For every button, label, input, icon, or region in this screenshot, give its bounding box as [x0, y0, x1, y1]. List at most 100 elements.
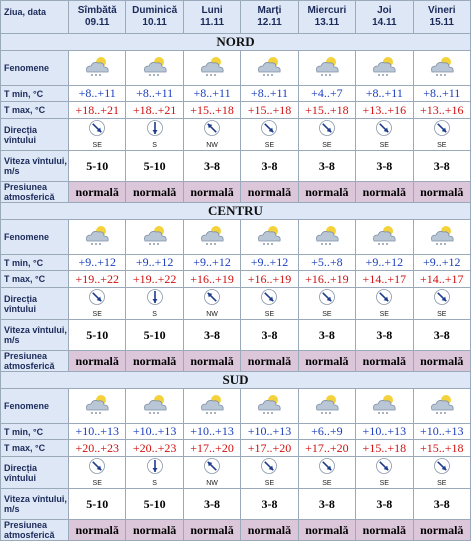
table-row: T max, °C +20..+23 +20..+23 +17..+20 +17..+2…: [0, 439, 471, 457]
weather-icon: [86, 394, 109, 414]
wind-arrow: [204, 120, 220, 136]
wind-dir-label: SE: [379, 311, 389, 318]
table-row: T max, °C +18..+21 +18..+21 +15..+18 +15..+1…: [0, 101, 471, 119]
phenomena-cell: [67, 219, 127, 255]
table-row: T min, °C +8..+11 +8..+11 +8..+11 +8..+11 +4.…: [0, 85, 471, 102]
day-name: Luni: [201, 5, 223, 16]
wind-speed-cell: 3-8: [297, 319, 357, 351]
tmin-cell: +9..+12: [240, 254, 299, 271]
tmin-cell: +10..+13: [355, 423, 414, 440]
table-row: Ziua, data Sîmbătă 09.11 Duminică 10.11 Luni 1…: [0, 0, 471, 34]
phenomena-cell: [412, 50, 471, 86]
wind-speed-cell: 3-8: [297, 150, 357, 182]
wind-dir-cell: S: [125, 287, 184, 320]
table-row: Fenomene: [0, 219, 471, 255]
pressure-cell: normală: [182, 181, 242, 203]
wind-arrow: [433, 458, 450, 474]
wind-dir-cell: SE: [240, 456, 299, 489]
tmin-cell: +9..+12: [67, 254, 127, 271]
day-header: Vineri 15.11: [412, 0, 471, 34]
wind-dir-label: SE: [92, 480, 102, 487]
wind-arrow: [204, 458, 220, 474]
weather-icon: [373, 225, 396, 245]
wind-arrow: [146, 458, 163, 474]
cloud: [315, 399, 339, 410]
row-label: T max, °C: [0, 270, 69, 288]
tmin-cell: +5..+8: [297, 254, 357, 271]
pressure-cell: normală: [355, 519, 414, 541]
cloud: [373, 230, 396, 241]
phenomena-cell: [355, 219, 414, 255]
tmax-cell: +15..+18: [412, 439, 471, 457]
wind-dir-label: NW: [206, 480, 218, 487]
wind-speed-cell: 5-10: [125, 488, 184, 520]
tmin-cell: +9..+12: [355, 254, 414, 271]
day-date: 12.11: [257, 17, 282, 28]
table-row: SUD: [0, 371, 471, 389]
pressure-cell: normală: [412, 519, 471, 541]
phenomena-cell: [240, 219, 299, 255]
wind-dir-cell: SE: [355, 118, 414, 151]
tmin-cell: +8..+11: [67, 85, 127, 102]
tmax-cell: +18..+21: [125, 101, 184, 119]
weather-icon: [258, 225, 282, 245]
tmin-cell: +9..+12: [182, 254, 242, 271]
tmax-cell: +17..+20: [182, 439, 242, 457]
day-header: Miercuri 13.11: [297, 0, 357, 34]
tmin-cell: +8..+11: [182, 85, 242, 102]
day-name: Joi: [377, 5, 392, 16]
pressure-cell: normală: [125, 350, 184, 372]
tmax-cell: +14..+17: [355, 270, 414, 288]
row-label: T min, °C: [0, 254, 69, 271]
wind-arrow: [89, 458, 106, 474]
wind-speed-cell: 3-8: [412, 319, 471, 351]
tmax-cell: +13..+16: [412, 101, 471, 119]
row-label: T min, °C: [0, 85, 69, 102]
wind-dir-label: SE: [92, 311, 102, 318]
wind-dir-label: SE: [322, 142, 332, 149]
row-label: Direcția vîntului: [0, 118, 69, 151]
phenomena-cell: [240, 50, 299, 86]
table-row: Fenomene: [0, 50, 471, 86]
wind-dir-cell: SE: [412, 287, 471, 320]
wind-dir-cell: S: [125, 118, 184, 151]
table-row: Presiunea atmosferică normală normală norma…: [0, 519, 471, 541]
weather-icon: [143, 225, 167, 245]
cloud: [430, 399, 454, 410]
wind-arrow: [89, 289, 106, 305]
wind-dir-label: SE: [322, 480, 332, 487]
wind-dir-cell: NW: [182, 118, 242, 151]
weather-icon: [258, 56, 282, 76]
day-name: Sîmbătă: [77, 5, 117, 16]
tmax-cell: +17..+20: [297, 439, 357, 457]
pressure-cell: normală: [240, 181, 299, 203]
pressure-cell: normală: [297, 350, 357, 372]
wind-arrow: [146, 289, 163, 305]
wind-dir-cell: SE: [355, 456, 414, 489]
pressure-cell: normală: [67, 519, 127, 541]
row-label: Fenomene: [0, 219, 69, 255]
wind-dir-cell: SE: [297, 118, 357, 151]
phenomena-cell: [412, 388, 471, 424]
wind-dir-label: NW: [206, 142, 218, 149]
tmax-cell: +16..+19: [182, 270, 242, 288]
cloud: [258, 230, 282, 241]
wind-dir-label: SE: [437, 480, 447, 487]
weather-icon: [86, 225, 109, 245]
wind-dir-cell: SE: [297, 456, 357, 489]
tmin-cell: +10..+13: [125, 423, 184, 440]
pressure-cell: normală: [182, 350, 242, 372]
tmin-cell: +10..+13: [412, 423, 471, 440]
wind-dir-label: SE: [264, 480, 275, 487]
wind-dir-label: SE: [322, 311, 332, 318]
wind-speed-cell: 5-10: [125, 319, 184, 351]
tmax-cell: +15..+18: [355, 439, 414, 457]
weather-icon: [143, 394, 167, 414]
cloud: [201, 61, 224, 72]
wind-speed-cell: 3-8: [412, 488, 471, 520]
wind-speed-cell: 3-8: [355, 488, 414, 520]
wind-dir-label: SE: [437, 142, 447, 149]
phenomena-cell: [182, 219, 242, 255]
